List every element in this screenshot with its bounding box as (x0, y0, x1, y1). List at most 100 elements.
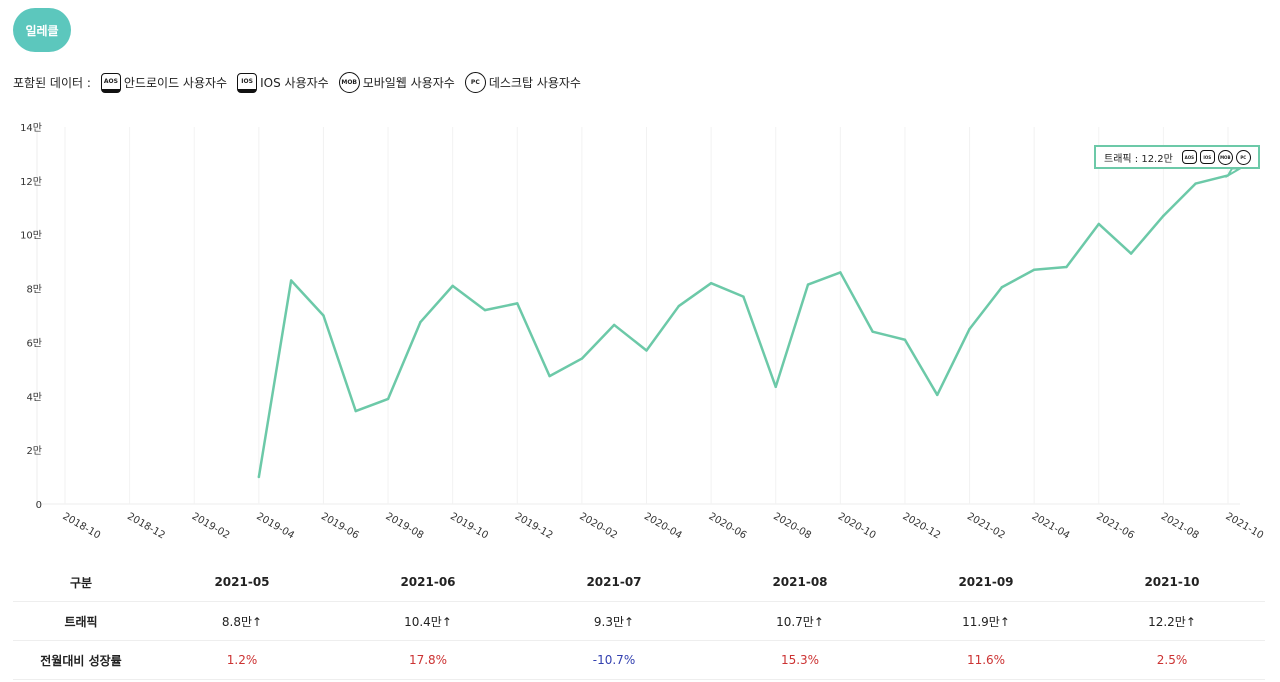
x-tick-label: 2021-02 (965, 511, 1007, 541)
included-data-legend: 포함된 데이터 : AOS 안드로이드 사용자수 IOS IOS 사용자수 MOB 모… (13, 72, 581, 93)
data-point (936, 393, 939, 397)
legend-item-aos: AOS 안드로이드 사용자수 (100, 72, 228, 93)
legend-item-label: 안드로이드 사용자수 (123, 76, 228, 90)
traffic-cell: 10.4만↑ (335, 601, 521, 641)
pc-icon: PC (1235, 149, 1251, 165)
growth-cell: 11.6% (893, 640, 1079, 680)
x-tick-label: 2019-04 (254, 511, 296, 541)
x-tick-label: 2018-10 (61, 511, 103, 541)
table-header-row: 구분 2021-05 2021-06 2021-07 2021-08 2021-… (13, 563, 1265, 602)
data-point (839, 271, 842, 274)
y-tick-label: 4만 (26, 391, 42, 403)
data-point (483, 308, 487, 312)
y-tick-label: 12만 (20, 176, 42, 188)
x-tick-label: 2018-12 (125, 511, 167, 541)
data-point (645, 349, 648, 352)
tooltip-pointer (1225, 167, 1244, 179)
data-point (1162, 214, 1165, 218)
data-point (419, 321, 422, 324)
table-row-growth: 전월대비 성장률 1.2% 17.8% -10.7% 15.3% 11.6% 2… (13, 640, 1265, 680)
x-tick-label: 2020-08 (771, 511, 813, 541)
x-tick-label: 2020-10 (836, 511, 878, 541)
data-point (806, 283, 810, 286)
data-point (1194, 182, 1197, 185)
mob-icon: MOB (1217, 149, 1233, 165)
mob-icon: MOB (338, 72, 360, 93)
data-point (903, 338, 907, 341)
legend-label: 포함된 데이터 : (13, 76, 91, 90)
x-tick-label: 2019-06 (319, 511, 361, 541)
y-tick-label: 10만 (20, 230, 42, 242)
chart-tooltip: 트래픽 : 12.2만 AOS IOS MOB PC (1094, 145, 1260, 169)
pc-icon: PC (464, 72, 486, 93)
x-tick-label: 2020-06 (707, 511, 749, 541)
growth-cell: 15.3% (707, 640, 893, 680)
data-point (548, 374, 551, 378)
x-tick-label: 2021-04 (1030, 511, 1072, 541)
data-point (1129, 252, 1133, 255)
data-point (580, 357, 584, 360)
x-tick-label: 2019-12 (513, 511, 555, 541)
data-point (968, 327, 971, 331)
data-point (1097, 222, 1100, 226)
growth-cell: 17.8% (335, 640, 521, 680)
legend-item-pc: PC 데스크탑 사용자수 (464, 72, 581, 93)
header-cell: 2021-05 (149, 563, 335, 602)
filter-button-elecle[interactable]: 일레클 (13, 8, 71, 52)
data-point (516, 302, 519, 305)
legend-item-mob: MOB 모바일웹 사용자수 (338, 72, 455, 93)
growth-cell: 1.2% (149, 640, 335, 680)
aos-icon: AOS (1181, 150, 1197, 164)
header-cell: 구분 (13, 563, 149, 602)
data-point (289, 279, 293, 282)
data-point (774, 385, 777, 389)
y-tick-label: 6만 (26, 337, 42, 349)
data-point (1000, 286, 1004, 289)
x-tick-label: 2019-02 (190, 511, 232, 541)
table-row-traffic: 트래픽 8.8만↑ 10.4만↑ 9.3만↑ 10.7만↑ 11.9만↑ 12.… (13, 601, 1265, 641)
traffic-series-line (257, 174, 1229, 478)
header-cell: 2021-07 (521, 563, 707, 602)
traffic-cell: 10.7만↑ (707, 601, 893, 641)
header-cell: 2021-06 (335, 563, 521, 602)
traffic-cell: 9.3만↑ (521, 601, 707, 641)
traffic-line-chart: 2018-10 2018-12 2019-02 2019-04 2019-06 2019-… (20, 122, 1266, 541)
data-point (354, 409, 357, 413)
data-point (1065, 265, 1068, 269)
data-point (677, 304, 681, 308)
traffic-cell: 8.8만↑ (149, 601, 335, 641)
row-label: 트래픽 (13, 601, 149, 641)
legend-item-label: 모바일웹 사용자수 (362, 76, 455, 90)
header-cell: 2021-10 (1079, 563, 1265, 602)
legend-item-ios: IOS IOS 사용자수 (237, 72, 329, 93)
x-tick-label: 2020-12 (900, 511, 942, 541)
header-cell: 2021-09 (893, 563, 1079, 602)
x-tick-label: 2020-04 (642, 511, 684, 541)
data-point (257, 475, 261, 479)
header-cell: 2021-08 (707, 563, 893, 602)
tooltip-text: 트래픽 : 12.2만 (1104, 153, 1173, 165)
data-point (709, 281, 713, 285)
aos-icon: AOS (100, 72, 121, 93)
x-tick-label: 2019-08 (384, 511, 426, 541)
monthly-summary-table: 구분 2021-05 2021-06 2021-07 2021-08 2021-… (13, 563, 1265, 680)
data-point (871, 330, 874, 333)
traffic-cell: 11.9만↑ (893, 601, 1079, 641)
x-tick-label: 2020-02 (577, 511, 619, 541)
ios-icon: IOS (1199, 150, 1215, 164)
x-tick-label: 2021-10 (1224, 511, 1266, 541)
legend-item-label: IOS 사용자수 (260, 76, 329, 90)
y-tick-label: 0 (36, 500, 42, 511)
row-label: 전월대비 성장률 (13, 640, 149, 680)
y-tick-label: 2만 (26, 445, 42, 457)
data-point (386, 397, 390, 401)
x-tick-label: 2021-08 (1159, 511, 1201, 541)
legend-item-label: 데스크탑 사용자수 (488, 76, 581, 90)
data-point (322, 314, 325, 317)
data-point (451, 284, 454, 288)
growth-cell: 2.5% (1079, 640, 1265, 680)
y-tick-label: 14만 (20, 122, 42, 134)
data-point (1032, 268, 1036, 271)
ios-icon: IOS (237, 72, 258, 93)
growth-cell: -10.7% (521, 640, 707, 680)
